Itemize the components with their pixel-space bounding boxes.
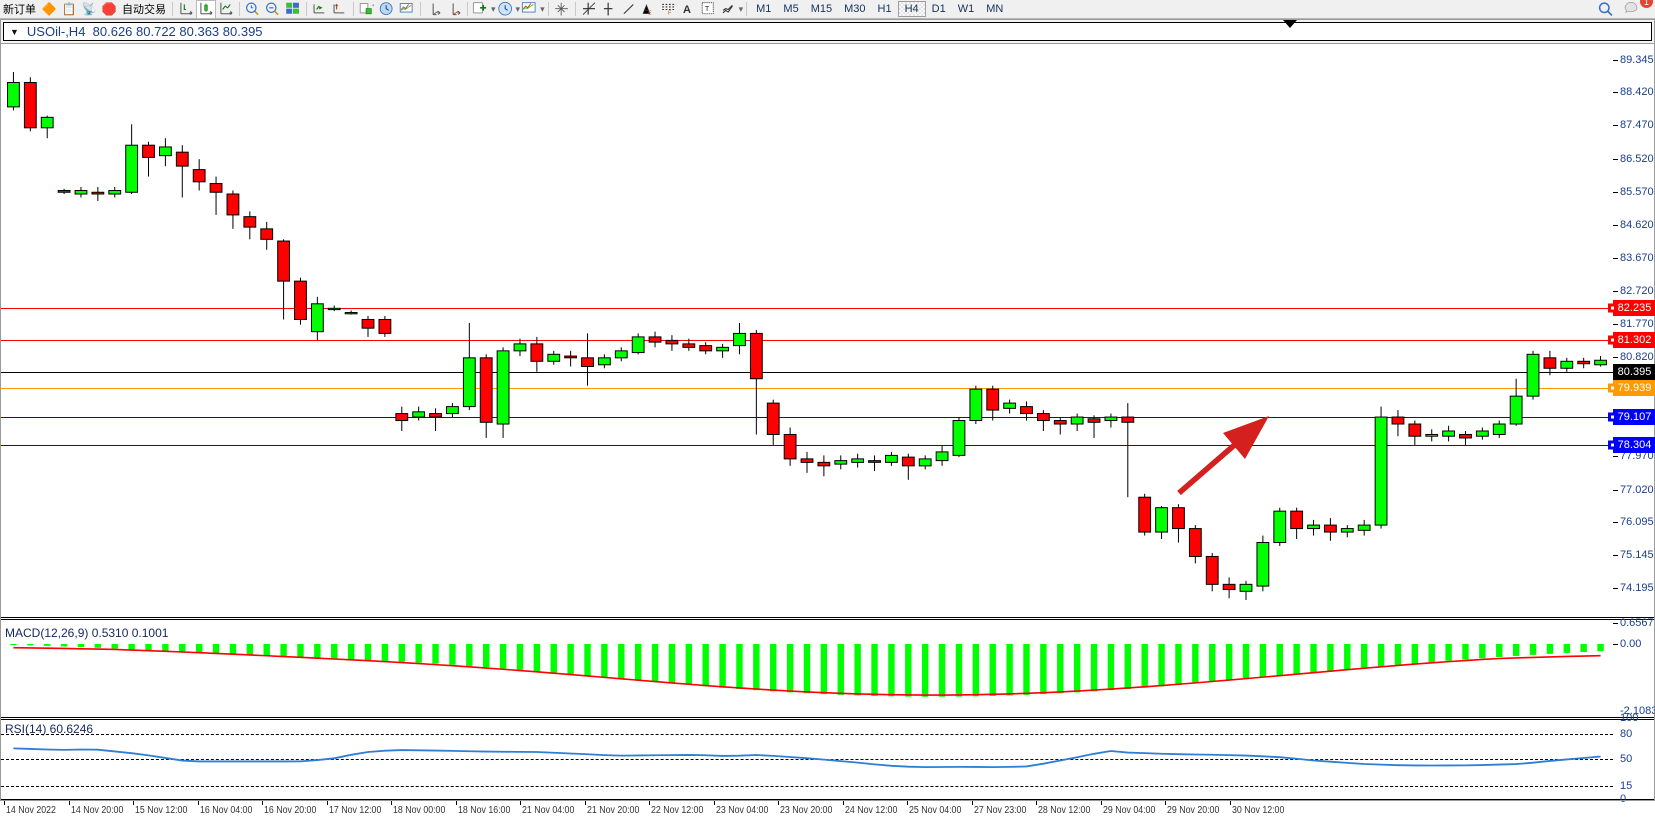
svg-text:F: F — [668, 10, 671, 16]
svg-text:E: E — [648, 10, 652, 16]
svg-text:T: T — [704, 4, 709, 13]
svg-text:A: A — [683, 3, 691, 15]
